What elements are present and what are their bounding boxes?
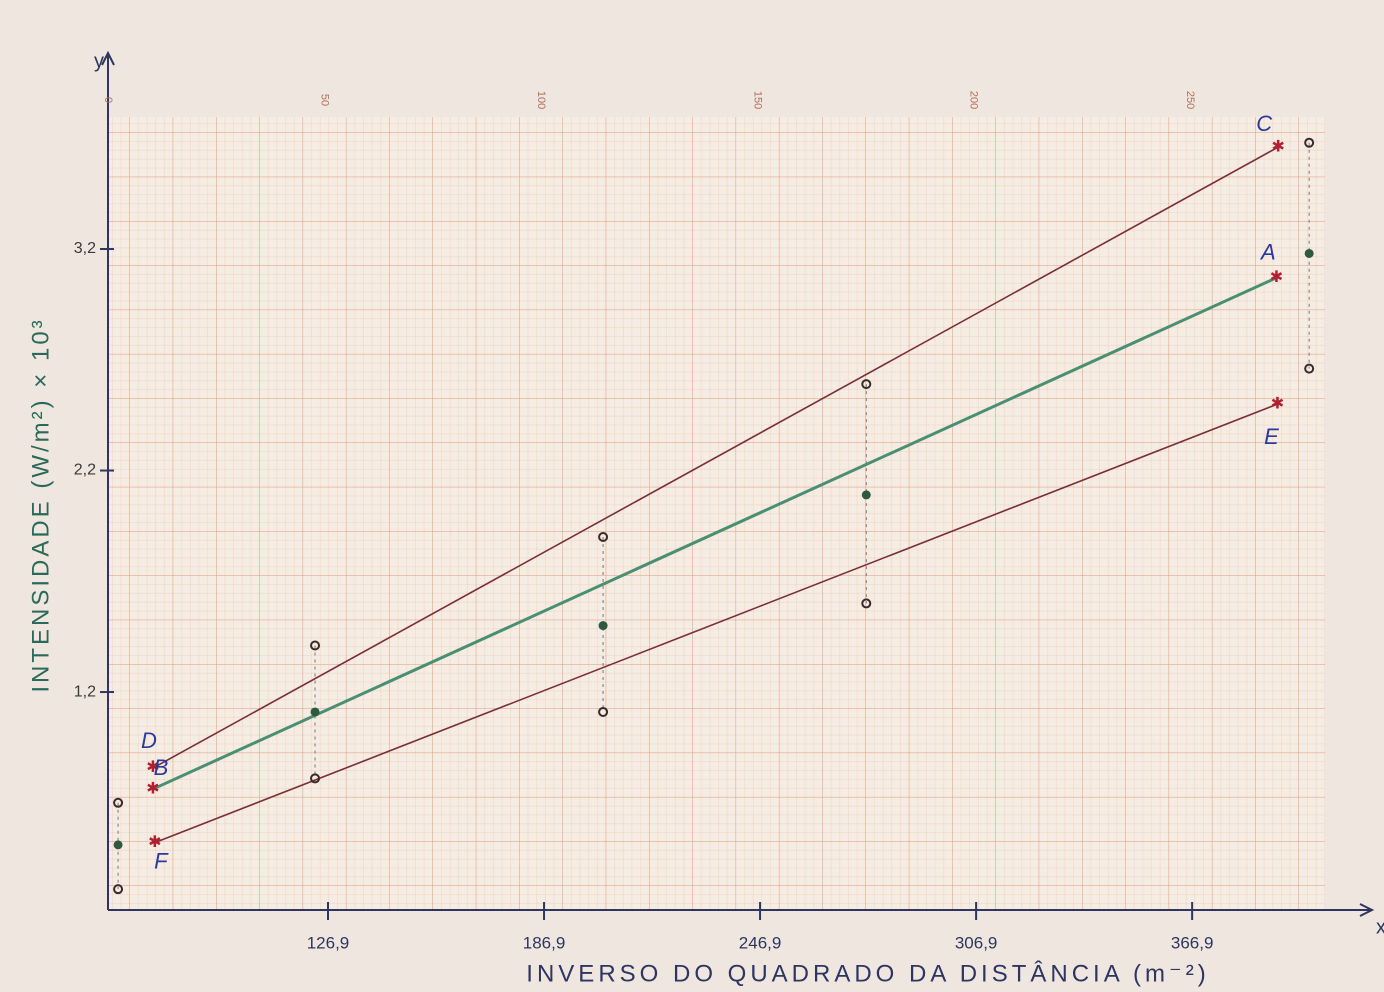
data-point xyxy=(312,708,319,715)
point-marker: ✱ xyxy=(1270,269,1283,286)
point-marker: ✱ xyxy=(1271,138,1284,155)
point-label: F xyxy=(154,848,169,873)
point-marker: ✱ xyxy=(146,780,159,797)
point-marker: ✱ xyxy=(1271,395,1284,412)
x-tick-label: 366,9 xyxy=(1171,933,1214,952)
y-tick-label: 3,2 xyxy=(74,240,96,257)
x-tick-label: 306,9 xyxy=(955,933,998,952)
x-axis-label: INVERSO DO QUADRADO DA DISTÂNCIA (m⁻²) xyxy=(526,960,1209,987)
chart: x y INVERSO DO QUADRADO DA DISTÂNCIA (m⁻… xyxy=(0,0,1384,992)
x-tick-label: 186,9 xyxy=(523,933,566,952)
page: {"chart_data": { "type": "scatter", "x_l… xyxy=(0,0,1384,992)
grid-pattern xyxy=(108,117,1325,910)
top-tick-label: 200 xyxy=(968,91,980,109)
top-tick-label: 150 xyxy=(751,91,763,109)
y-tick-label: 1,2 xyxy=(74,683,96,700)
x-axis-letter: x xyxy=(1376,916,1384,938)
y-tick-label: 2,2 xyxy=(74,462,96,479)
point-label: E xyxy=(1264,424,1279,449)
point-label: D xyxy=(141,728,157,753)
y-axis-label: INTENSIDADE (W/m²) × 10³ xyxy=(27,317,54,692)
point-label: A xyxy=(1259,240,1276,265)
x-tick-label: 126,9 xyxy=(307,933,350,952)
data-point xyxy=(600,622,607,629)
data-point xyxy=(863,491,870,498)
y-axis-letter: y xyxy=(94,50,104,72)
x-tick-label: 246,9 xyxy=(739,933,782,952)
data-point xyxy=(115,841,122,848)
top-tick-label: 0 xyxy=(102,97,114,103)
point-label: C xyxy=(1256,111,1272,136)
point-label: B xyxy=(154,755,169,780)
top-tick-label: 50 xyxy=(318,94,330,106)
data-point xyxy=(1306,250,1313,257)
top-tick-label: 250 xyxy=(1184,91,1196,109)
top-tick-label: 100 xyxy=(535,91,547,109)
